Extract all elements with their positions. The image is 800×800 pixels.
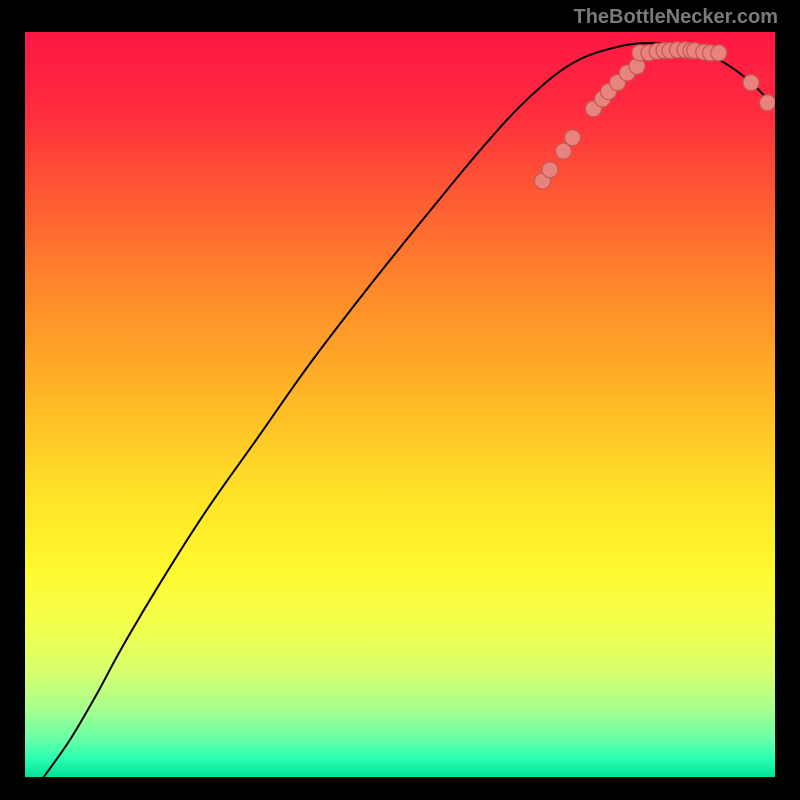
data-marker	[760, 95, 776, 111]
data-marker	[542, 162, 558, 178]
chart-svg-layer	[25, 32, 775, 777]
data-marker	[711, 45, 727, 61]
data-marker	[565, 130, 581, 146]
watermark-text: TheBottleNecker.com	[573, 6, 778, 29]
gradient-background	[25, 32, 775, 777]
chart-plot-area	[25, 32, 775, 777]
data-marker	[743, 75, 759, 91]
